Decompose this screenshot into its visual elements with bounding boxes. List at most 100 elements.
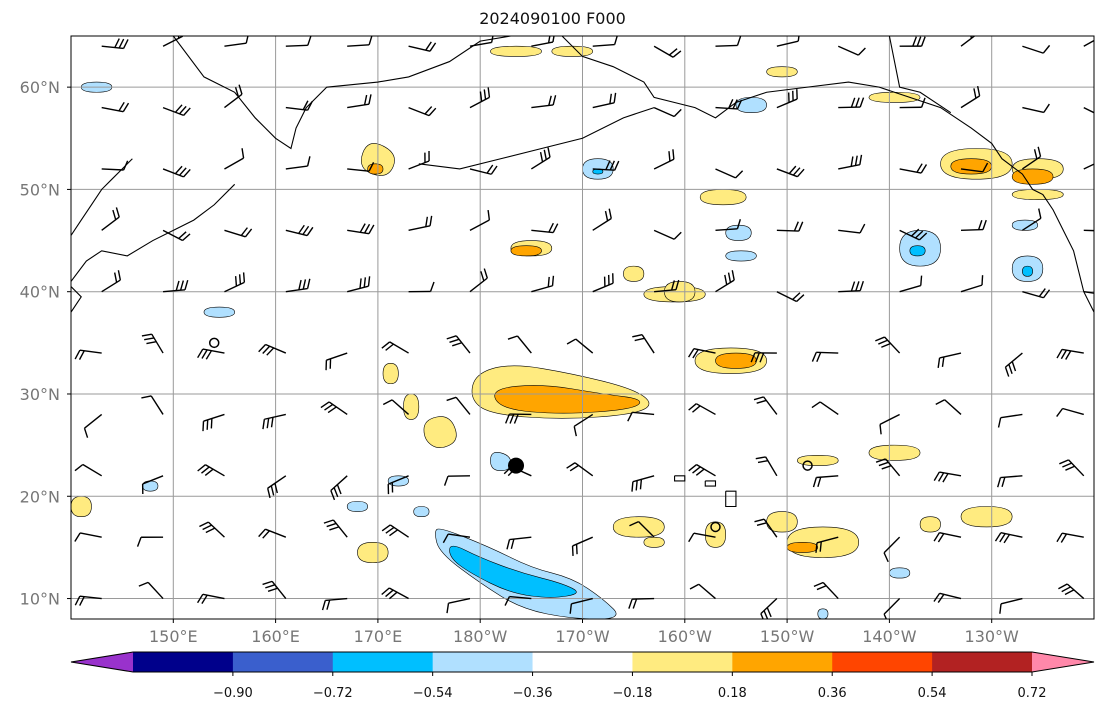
wind-barb	[408, 281, 435, 293]
colorbar-label: −0.18	[613, 686, 653, 701]
wind-barb	[687, 347, 716, 359]
contour-negative_1	[413, 506, 430, 518]
wind-barb	[408, 150, 430, 170]
contour-positive_1	[490, 45, 542, 57]
wind-barb	[224, 148, 245, 170]
contour-negative_1	[817, 608, 829, 619]
wind-barb	[381, 587, 409, 600]
lat-tick-label: 50°N	[20, 180, 60, 199]
wind-barb	[899, 163, 928, 174]
wind-barb	[654, 279, 680, 293]
wind-barb	[776, 221, 804, 232]
wind-barb	[469, 268, 488, 293]
colorbar-segment	[832, 652, 933, 672]
wind-barb	[74, 463, 103, 477]
colorbar-extend-high	[1032, 652, 1094, 672]
wind-barb	[653, 45, 682, 58]
wind-barb	[258, 343, 287, 356]
wind-barb	[571, 536, 594, 556]
wind-barb	[442, 533, 471, 544]
colorbar-segment	[932, 652, 1033, 672]
wind-barb	[141, 395, 164, 415]
wind-barb	[347, 223, 375, 235]
wind-barb	[531, 275, 555, 293]
contour-positive_1	[357, 541, 389, 564]
colorbar-segment	[632, 652, 733, 672]
wind-barb	[994, 532, 1023, 544]
wind-barb	[1083, 229, 1094, 232]
coastline	[71, 183, 236, 282]
contour-negative_1	[142, 480, 159, 492]
wind-barb	[258, 528, 287, 539]
contour-negative_1	[725, 250, 757, 262]
lon-tick-label: 170°E	[354, 627, 403, 646]
wind-barb	[74, 595, 102, 606]
colorbar-label: 0.36	[818, 686, 847, 701]
wind-barb	[755, 456, 778, 477]
wind-barb	[101, 38, 129, 50]
lon-tick-label: 180°W	[453, 627, 508, 646]
axis-ticks: 10°N 20°N 30°N 40°N 50°N 60°N 150°E 160°E 170°E 1…	[20, 78, 1019, 646]
wind-barb	[688, 463, 716, 477]
wind-barb	[446, 597, 471, 614]
coastline	[674, 475, 686, 482]
wind-barb	[592, 160, 620, 171]
colorbar-segment	[133, 652, 234, 672]
wind-barb	[592, 208, 612, 231]
wind-barb	[899, 97, 926, 109]
wind-barb	[1059, 459, 1085, 477]
wind-barb	[935, 399, 962, 415]
wind-barb	[933, 531, 962, 543]
storm-markers	[208, 337, 813, 533]
contour-positive_1	[551, 45, 594, 57]
wind-barb	[141, 333, 164, 354]
colorbar-segment	[232, 652, 334, 672]
wind-barb	[960, 162, 989, 173]
wind-barb	[138, 581, 164, 600]
wind-barb	[776, 291, 805, 303]
wind-barb	[715, 219, 742, 232]
contour-positive_1	[797, 455, 839, 466]
wind-barb	[531, 95, 557, 109]
colorbar-extend-low	[71, 652, 133, 672]
wind-barb	[837, 45, 866, 56]
contour-positive_2	[494, 385, 641, 414]
wind-barb	[469, 209, 491, 231]
wind-barb	[627, 411, 655, 422]
contour-positive_1	[623, 265, 645, 282]
contour-positive_1	[868, 444, 921, 461]
wind-barb	[838, 280, 864, 293]
contour-positive_2	[1011, 168, 1054, 185]
wind-barb	[688, 403, 716, 416]
contour-negative_2	[449, 545, 577, 598]
wind-barb	[1083, 39, 1094, 47]
wind-barb	[632, 333, 655, 354]
wind-barb	[1058, 583, 1085, 600]
colorbar-segment	[732, 652, 833, 672]
wind-barb	[136, 536, 164, 547]
wind-barb	[381, 341, 409, 354]
wind-barb	[347, 276, 371, 293]
wind-barb	[1022, 288, 1051, 299]
wind-barb	[760, 598, 778, 619]
coastline	[71, 285, 82, 313]
wind-barb	[285, 156, 311, 170]
wind-barb	[506, 536, 532, 550]
coastline	[725, 490, 737, 508]
wind-barb	[776, 89, 798, 109]
wind-barb	[381, 524, 409, 538]
wind-barb	[446, 335, 471, 354]
wind-barb	[566, 462, 594, 477]
contour-positive_1	[919, 516, 941, 533]
colorbar-label: 0.54	[918, 686, 947, 701]
contour-positive_1	[423, 416, 457, 448]
wind-barb	[285, 224, 314, 237]
wind-barb	[197, 348, 225, 360]
colorbar: −0.90 −0.72 −0.54 −0.36 −0.18 0.18 0.36 0.54 0.7…	[70, 651, 1095, 701]
contour-positive_1	[643, 536, 665, 548]
colorbar-label: −0.54	[413, 686, 453, 701]
wind-barb	[162, 36, 184, 47]
contour-negative_1	[346, 501, 368, 512]
wind-barb	[573, 413, 594, 437]
wind-barb	[899, 36, 926, 47]
